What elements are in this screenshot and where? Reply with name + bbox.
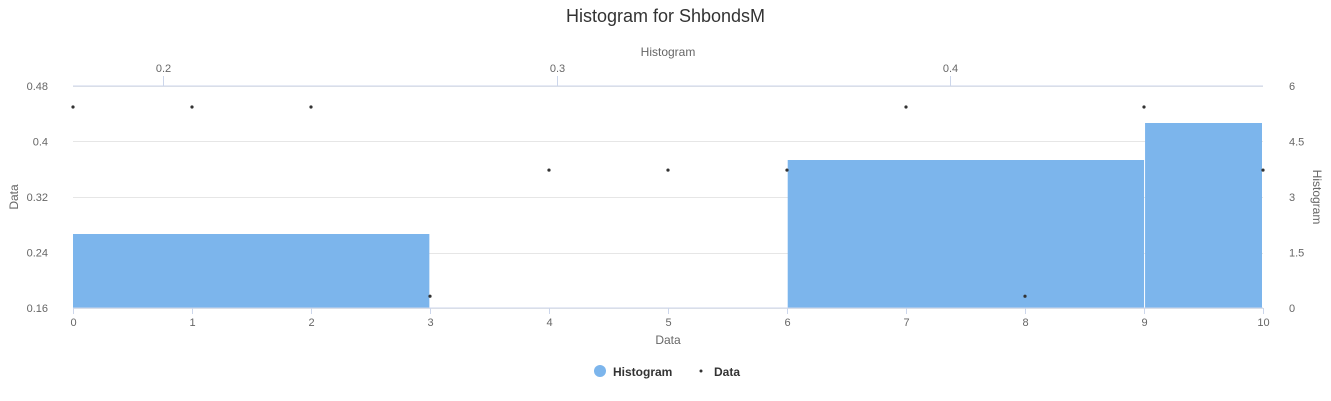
- legend-histogram-label: Histogram: [613, 365, 672, 379]
- x-top-tick-label: 0.2: [156, 63, 171, 75]
- chart-title: Histogram for ShbondsM: [566, 6, 765, 26]
- legend-item-histogram[interactable]: Histogram: [594, 365, 672, 379]
- y-axis-right-title: Histogram: [1310, 170, 1324, 225]
- y-right-tick-label: 1.5: [1289, 248, 1304, 260]
- data-point: [428, 294, 432, 298]
- y-right-tick-label: 0: [1289, 303, 1295, 315]
- data-point: [904, 105, 908, 109]
- histogram-bar: [73, 234, 430, 308]
- y-left-tick-label: 0.32: [27, 192, 48, 204]
- data-point: [1142, 105, 1146, 109]
- y-left-tick-label: 0.4: [33, 137, 48, 149]
- x-tick-label: 0: [70, 317, 76, 329]
- y-axis-left-ticks: 0.16 0.24 0.32 0.4 0.48: [27, 81, 48, 315]
- legend: Histogram Data: [594, 365, 740, 379]
- x-top-tick-label: 0.4: [943, 63, 958, 75]
- data-point: [71, 105, 75, 109]
- legend-histogram-symbol: [594, 365, 606, 377]
- y-right-tick-label: 4.5: [1289, 137, 1304, 149]
- x-axis-bottom-title: Data: [655, 333, 681, 347]
- y-axis-left-title: Data: [7, 184, 21, 210]
- histogram-bar: [787, 160, 1145, 308]
- x-tick-label: 10: [1257, 317, 1269, 329]
- legend-data-symbol: [699, 369, 703, 373]
- data-point: [547, 168, 551, 172]
- legend-data-label: Data: [714, 365, 740, 379]
- y-right-tick-label: 3: [1289, 192, 1295, 204]
- data-point: [1023, 294, 1027, 298]
- y-left-tick-label: 0.24: [27, 248, 48, 260]
- x-tick-label: 7: [903, 317, 909, 329]
- data-points: [71, 105, 1265, 298]
- x-tick-label: 8: [1022, 317, 1028, 329]
- legend-item-data[interactable]: Data: [699, 365, 741, 379]
- x-axis-top-title: Histogram: [641, 45, 696, 59]
- y-left-tick-label: 0.48: [27, 81, 48, 93]
- x-tick-label: 4: [546, 317, 552, 329]
- x-tick-label: 1: [189, 317, 195, 329]
- x-tick-label: 3: [427, 317, 433, 329]
- x-tick-label: 2: [308, 317, 314, 329]
- y-axis-right-ticks: 0 1.5 3 4.5 6: [1289, 81, 1304, 315]
- data-point: [785, 168, 789, 172]
- y-left-tick-label: 0.16: [27, 303, 48, 315]
- x-top-tick-label: 0.3: [550, 63, 565, 75]
- data-point: [190, 105, 194, 109]
- x-axis-bottom-ticks: 0 1 2 3 4 5 6 7 8 9 10: [70, 308, 1270, 329]
- x-axis-top-ticks: 0.2 0.3 0.4: [156, 63, 958, 86]
- data-point: [1261, 168, 1265, 172]
- histogram-bars: [73, 123, 1262, 308]
- x-tick-label: 9: [1141, 317, 1147, 329]
- data-point: [309, 105, 313, 109]
- x-tick-label: 5: [665, 317, 671, 329]
- y-right-tick-label: 6: [1289, 81, 1295, 93]
- data-point: [666, 168, 670, 172]
- histogram-bar: [1145, 123, 1262, 308]
- x-tick-label: 6: [784, 317, 790, 329]
